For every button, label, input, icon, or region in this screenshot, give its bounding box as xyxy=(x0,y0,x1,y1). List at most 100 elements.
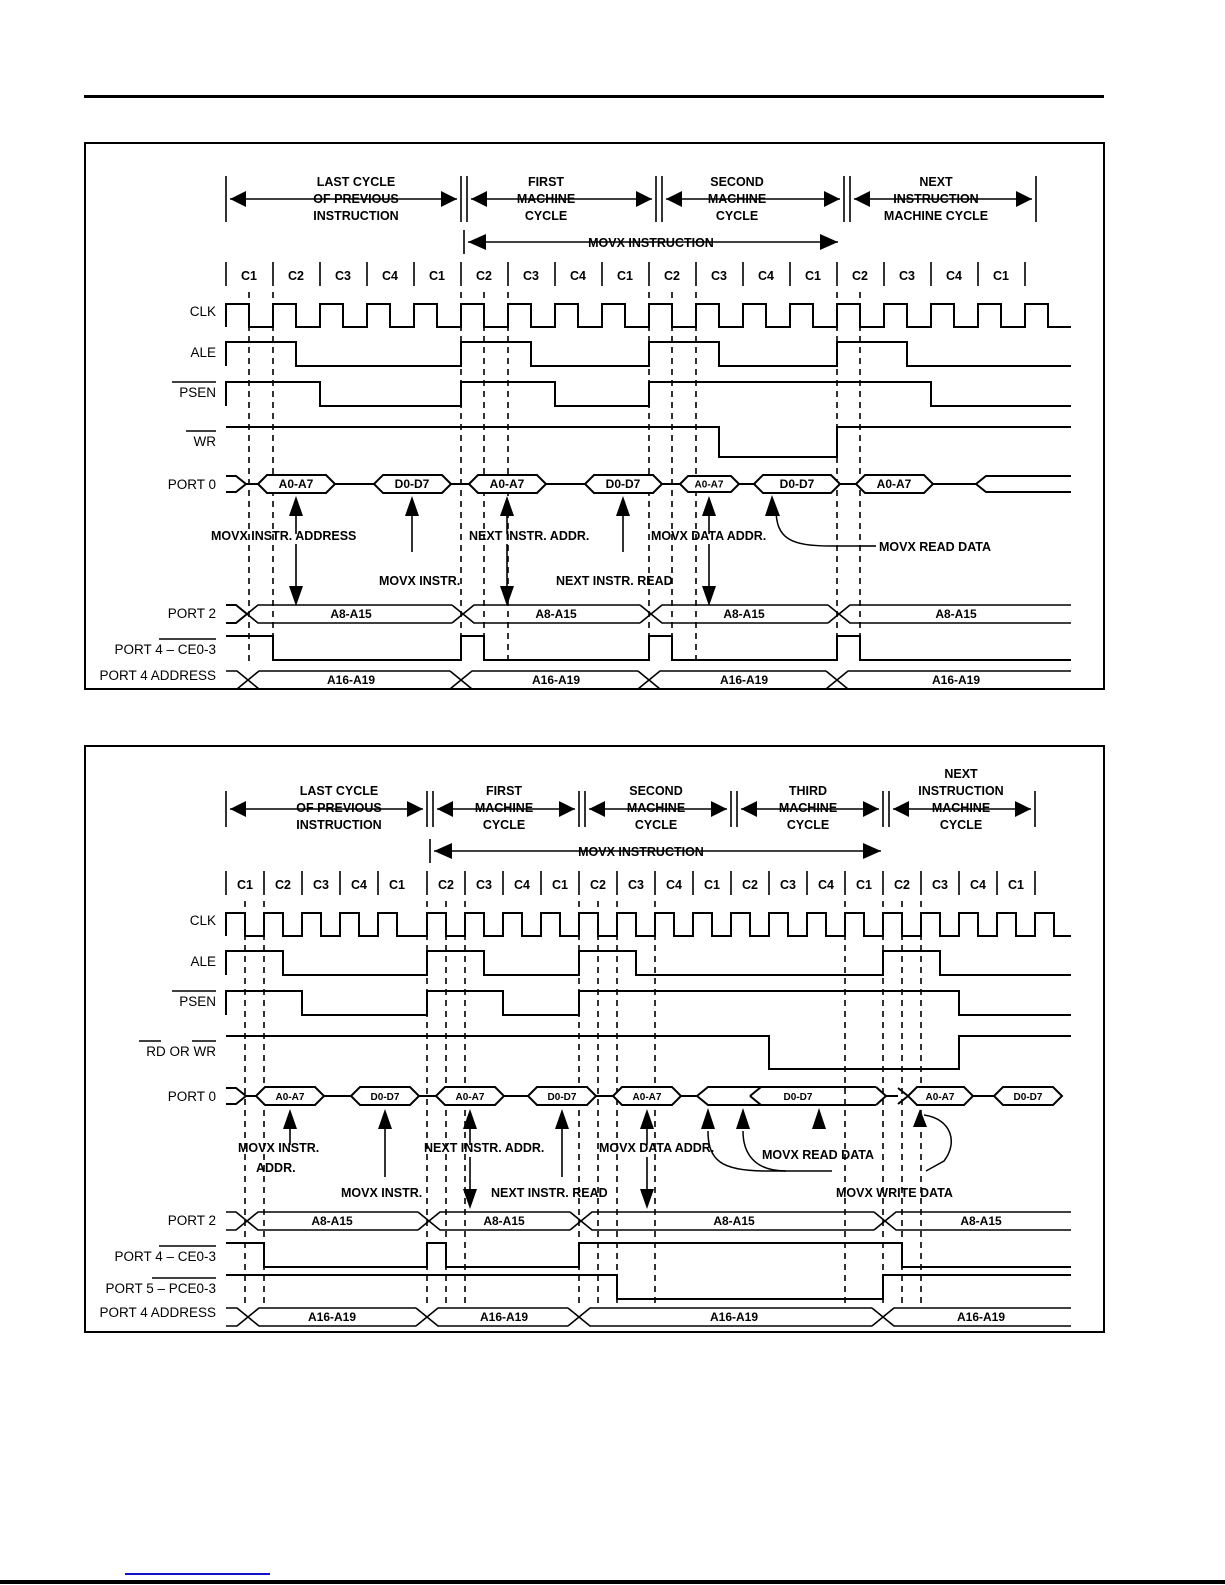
f2-signal-label-port5-pce: PORT 5 – PCE0-3 xyxy=(105,1281,216,1296)
phase-0-line-0: LAST CYCLE xyxy=(317,175,395,189)
cstate-8: C1 xyxy=(617,269,633,283)
f2-cstate-2: C3 xyxy=(313,878,329,892)
movx-instruction-span-2: MOVX INSTRUCTION xyxy=(429,839,881,863)
f2-cstate-5: C2 xyxy=(438,878,454,892)
annotation-movx-instr-address: MOVX INSTR. ADDRESS xyxy=(211,529,356,543)
cstate-2: C3 xyxy=(335,269,351,283)
f2-phase-0-line-2: INSTRUCTION xyxy=(296,818,381,832)
f2-cstate-9: C2 xyxy=(590,878,606,892)
annotations-2: MOVX INSTR. ADDR. MOVX INSTR. NEXT INSTR… xyxy=(238,1141,953,1200)
cstate-13: C2 xyxy=(852,269,868,283)
header-rule xyxy=(84,95,1104,98)
port2-seg-3: A8-A15 xyxy=(935,607,977,621)
cstate-1: C2 xyxy=(288,269,304,283)
or-label: OR xyxy=(166,1044,194,1059)
f2-annotation-next-instr-addr: NEXT INSTR. ADDR. xyxy=(424,1141,544,1155)
f2-signal-label-port0: PORT 0 xyxy=(168,1089,216,1104)
f2-phase-1-line-0: FIRST xyxy=(486,784,522,798)
signal-port4-address-2: PORT 4 ADDRESS A16-A19 A16-A19 A16-A19 A… xyxy=(99,1305,1071,1327)
f2-cstate-15: C4 xyxy=(818,878,834,892)
f2-cstate-20: C1 xyxy=(1008,878,1024,892)
cstate-3: C4 xyxy=(382,269,398,283)
f2-signal-label-port2: PORT 2 xyxy=(168,1213,216,1228)
signal-label-port4-ce-compose: PORT 4 – CE0-3 xyxy=(114,642,216,657)
f2-annotation-movx-instr: MOVX INSTR. xyxy=(238,1141,319,1155)
signal-port4-ce-2: PORT 4 – CE0-3 xyxy=(114,1242,1071,1268)
f2-phase-2-line-0: SECOND xyxy=(629,784,682,798)
phase-1-line-2: CYCLE xyxy=(525,209,567,223)
footer-link[interactable] xyxy=(125,1573,270,1575)
c-state-row-2: C1 C2 C3 C4 C1 C2 C3 C4 C1 C2 C3 C4 C1 C… xyxy=(225,871,1036,895)
port0-seg-2: A0-A7 xyxy=(490,477,525,491)
f2-signal-label-clk: CLK xyxy=(190,913,216,928)
signal-label-psen: PSEN xyxy=(179,385,216,400)
phase-0-line-2: INSTRUCTION xyxy=(313,209,398,223)
annotation-movx-instr: MOVX INSTR. xyxy=(379,574,460,588)
cstate-14: C3 xyxy=(899,269,915,283)
signal-label-wr: WR xyxy=(194,434,217,449)
f2-annotation-next-instr-read: NEXT INSTR. READ xyxy=(491,1186,608,1200)
port0-seg-4: A0-A7 xyxy=(695,480,724,491)
cstate-4: C1 xyxy=(429,269,445,283)
f2-phase-0-line-1: OF PREVIOUS xyxy=(296,801,381,815)
f2-port0-seg-0: A0-A7 xyxy=(276,1092,305,1103)
f2-phase-1-line-1: MACHINE xyxy=(475,801,533,815)
f2-cstate-11: C4 xyxy=(666,878,682,892)
port0-seg-5: D0-D7 xyxy=(780,477,815,491)
signal-label-ale: ALE xyxy=(190,345,216,360)
f2-cstate-17: C2 xyxy=(894,878,910,892)
f2-cstate-6: C3 xyxy=(476,878,492,892)
cstate-6: C3 xyxy=(523,269,539,283)
phase-3-line-0: NEXT xyxy=(919,175,953,189)
f2-phase-4-line-1: INSTRUCTION xyxy=(918,784,1003,798)
f2-port4-ce03: CE0-3 xyxy=(178,1249,216,1264)
f2-cstate-18: C3 xyxy=(932,878,948,892)
signal-port4-address: PORT 4 ADDRESS A16-A19 A16-A19 A16-A19 A… xyxy=(99,668,1071,688)
annotation-movx-read-data: MOVX READ DATA xyxy=(879,540,991,554)
f2-port0-seg-4: A0-A7 xyxy=(633,1092,662,1103)
signal-psen: PSEN xyxy=(172,381,1071,407)
phase-arrows-2 xyxy=(225,791,1036,827)
f2-movx-instruction-label: MOVX INSTRUCTION xyxy=(578,845,704,859)
f2-cstate-1: C2 xyxy=(275,878,291,892)
f2-port5-prefix: PORT 5 – xyxy=(105,1281,168,1296)
f2-signal-label-rd-or-wr: RD OR WR xyxy=(146,1044,216,1059)
f2-phase-3-line-2: CYCLE xyxy=(787,818,829,832)
signal-clk-2: CLK xyxy=(190,912,1071,937)
f2-port4-seg-3: A16-A19 xyxy=(957,1310,1005,1324)
port4-seg-0: A16-A19 xyxy=(327,673,375,687)
port0-seg-0: A0-A7 xyxy=(279,477,314,491)
signal-clk: CLK xyxy=(190,303,1071,328)
annotations: MOVX INSTR. ADDRESS MOVX INSTR. NEXT INS… xyxy=(211,529,991,588)
f2-phase-3-line-1: MACHINE xyxy=(779,801,837,815)
f2-cstate-7: C4 xyxy=(514,878,530,892)
annotation-next-instr-addr: NEXT INSTR. ADDR. xyxy=(469,529,589,543)
f2-signal-label-psen: PSEN xyxy=(179,994,216,1009)
f2-annotation-movx-write-data: MOVX WRITE DATA xyxy=(836,1186,953,1200)
signal-psen-2: PSEN xyxy=(172,990,1071,1016)
port2-seg-1: A8-A15 xyxy=(535,607,577,621)
f2-cstate-12: C1 xyxy=(704,878,720,892)
port2-annotation-arrows-2 xyxy=(463,1157,654,1209)
f2-annotation-movx-read-data: MOVX READ DATA xyxy=(762,1148,874,1162)
phase-3-line-2: MACHINE CYCLE xyxy=(884,209,988,223)
f2-port2-seg-0: A8-A15 xyxy=(311,1214,353,1228)
port0-annotation-arrows xyxy=(289,495,876,552)
cstate-7: C4 xyxy=(570,269,586,283)
phase-headers-2: LAST CYCLE OF PREVIOUS INSTRUCTION FIRST… xyxy=(296,767,1003,832)
cstate-11: C4 xyxy=(758,269,774,283)
f2-phase-4-line-3: CYCLE xyxy=(940,818,982,832)
signal-label-port2: PORT 2 xyxy=(168,606,216,621)
port4-seg-2: A16-A19 xyxy=(720,673,768,687)
signal-port0-2: PORT 0 A0-A7 D0-D7 A0-A7 D0-D7 A0-A7 xyxy=(168,1086,1064,1106)
f2-phase-4-line-2: MACHINE xyxy=(932,801,990,815)
movx-instruction-label: MOVX INSTRUCTION xyxy=(588,236,714,250)
f2-phase-2-line-1: MACHINE xyxy=(627,801,685,815)
f2-cstate-0: C1 xyxy=(237,878,253,892)
f2-phase-1-line-2: CYCLE xyxy=(483,818,525,832)
f2-port4-seg-0: A16-A19 xyxy=(308,1310,356,1324)
signal-port0: PORT 0 A0-A7 D0-D7 A0-A7 D0-D7 xyxy=(168,474,1071,494)
f2-port0-seg-6: A0-A7 xyxy=(926,1092,955,1103)
f2-signal-label-port4-ce: PORT 4 – CE0-3 xyxy=(114,1249,216,1264)
